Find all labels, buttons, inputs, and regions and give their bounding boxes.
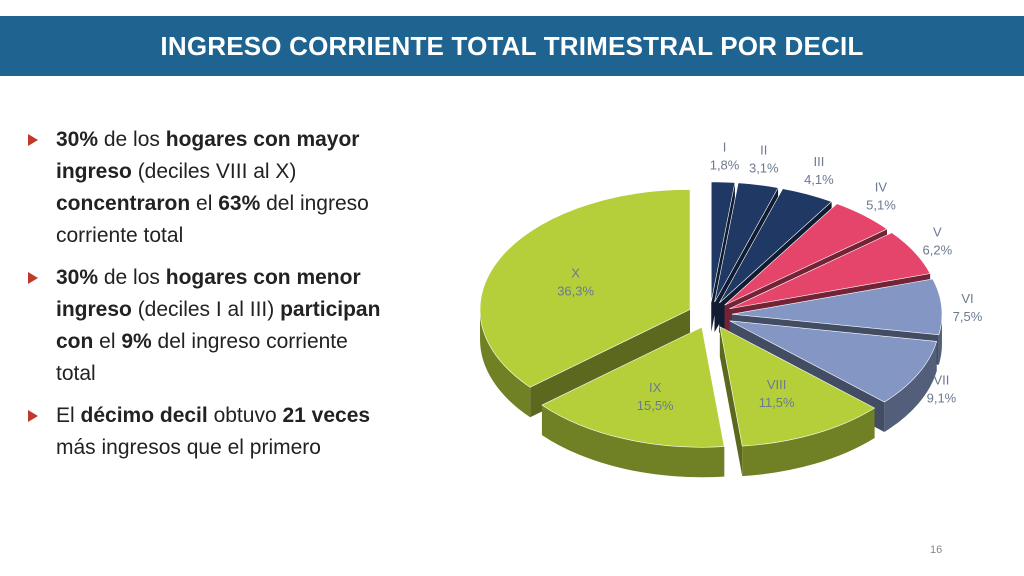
bullet-run: 9% — [121, 330, 152, 353]
bullet-item: 30% de los hogares con menor ingreso (de… — [28, 262, 388, 390]
bullet-run: del ingreso corriente total — [56, 330, 348, 385]
slice-label: X — [571, 265, 580, 280]
slice-label: IX — [649, 380, 662, 395]
slice-value-label: 15,5% — [637, 398, 674, 413]
triangle-bullet-icon — [28, 272, 38, 284]
bullet-run: 30% — [56, 128, 99, 151]
bullet-run: (deciles VIII al X) — [131, 160, 297, 183]
bullet-run: 21 veces — [282, 404, 371, 427]
slice-label: II — [760, 143, 767, 158]
title-bar: INGRESO CORRIENTE TOTAL TRIMESTRAL POR D… — [0, 16, 1024, 76]
bullet-run: el — [93, 330, 122, 353]
slice-label: IV — [875, 180, 888, 195]
bullet-run: hogares con mayor ingreso — [56, 128, 360, 183]
bullet-item: El décimo decil obtuvo 21 veces más ingr… — [28, 400, 388, 464]
slice-label: VI — [961, 291, 973, 306]
bullet-text: 30% de los hogares con menor ingreso (de… — [56, 262, 388, 390]
pie-slice-IX — [541, 326, 725, 478]
slice-value-label: 6,2% — [923, 242, 953, 257]
bullet-list: 30% de los hogares con mayor ingreso (de… — [28, 124, 388, 474]
page-number: 16 — [930, 544, 943, 556]
slice-label: III — [813, 154, 824, 169]
pie-slice-VIII — [719, 326, 876, 477]
bullet-run: más ingresos que el primero — [56, 436, 321, 459]
slice-value-label: 4,1% — [804, 172, 834, 187]
slice-value-label: 1,8% — [710, 157, 740, 172]
slice-value-label: 11,5% — [759, 395, 795, 410]
slice-label: V — [933, 224, 942, 239]
pie-slice-X — [479, 189, 691, 418]
bullet-run: el — [190, 192, 219, 215]
triangle-bullet-icon — [28, 134, 38, 146]
bullet-text: El décimo decil obtuvo 21 veces más ingr… — [56, 400, 388, 464]
bullet-item: 30% de los hogares con mayor ingreso (de… — [28, 124, 388, 252]
slice-value-label: 3,1% — [749, 161, 779, 176]
slice-label: VIII — [767, 377, 787, 392]
bullet-run: de los — [98, 128, 166, 151]
bullet-run: décimo decil — [80, 404, 208, 427]
triangle-bullet-icon — [28, 410, 38, 422]
bullet-run: participan con — [56, 298, 381, 353]
bullet-run: de los — [98, 266, 166, 289]
slide-title: INGRESO CORRIENTE TOTAL TRIMESTRAL POR D… — [160, 30, 864, 61]
bullet-run: El — [56, 404, 81, 427]
slice-value-label: 7,5% — [953, 309, 983, 324]
slice-value-label: 9,1% — [927, 391, 957, 406]
slice-label: VII — [933, 373, 949, 388]
bullet-run: concentraron — [56, 192, 191, 215]
bullet-run: obtuvo — [207, 404, 283, 427]
bullet-run: 30% — [56, 266, 99, 289]
bullet-run: (deciles I al III) — [131, 298, 281, 321]
bullet-run: hogares con menor ingreso — [56, 266, 361, 321]
bullet-run: del ingreso corriente total — [56, 192, 369, 247]
bullet-text: 30% de los hogares con mayor ingreso (de… — [56, 124, 388, 252]
slice-label: I — [723, 139, 727, 154]
slice-value-label: 5,1% — [866, 198, 896, 213]
slice-value-label: 36,3% — [557, 283, 594, 298]
pie-chart: I 1,8% II 3,1% III 4,1% IV 5,1% V 6,2% VI 7,5% VII 9,… — [479, 139, 983, 478]
bullet-run: 63% — [218, 192, 261, 215]
